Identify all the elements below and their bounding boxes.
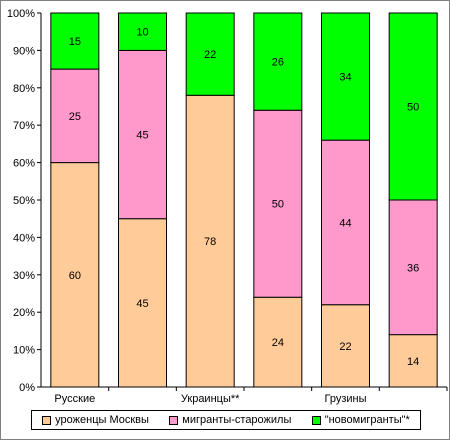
y-tick-label: 70% <box>13 120 35 132</box>
data-label: 78 <box>204 236 216 248</box>
legend-item: уроженцы Москвы <box>42 414 149 426</box>
y-tick-label: 20% <box>13 307 35 319</box>
x-tick-label: Грузины <box>324 393 366 405</box>
y-tick-label: 10% <box>13 345 35 357</box>
data-label: 50 <box>407 102 419 114</box>
y-tick-label: 80% <box>13 83 35 95</box>
data-label: 34 <box>339 72 351 84</box>
data-label: 26 <box>272 57 284 69</box>
bar-segment <box>253 296 303 388</box>
data-label: 10 <box>136 27 148 39</box>
data-label: 24 <box>272 337 284 349</box>
y-tick-label: 50% <box>13 195 35 207</box>
bar-segment <box>50 162 100 388</box>
bar-segment <box>253 109 303 298</box>
legend-swatch <box>311 415 321 425</box>
data-label: 14 <box>407 356 419 368</box>
y-tick-label: 0% <box>19 382 35 394</box>
legend-item: "новомигранты"* <box>311 414 410 426</box>
data-label: 25 <box>69 111 81 123</box>
legend: уроженцы Москвы мигранты-старожилы "новоми… <box>31 410 421 430</box>
data-label: 22 <box>339 341 351 353</box>
data-label: 50 <box>272 199 284 211</box>
legend-label: "новомигранты"* <box>324 414 410 426</box>
bar-segment <box>321 139 370 306</box>
bar-segment <box>50 68 100 164</box>
bar-segment <box>50 12 100 70</box>
data-label: 22 <box>204 49 216 61</box>
bar-segment <box>118 12 167 51</box>
data-label: 60 <box>69 270 81 282</box>
bar-segment <box>321 304 370 388</box>
data-label: 45 <box>136 130 148 142</box>
bar-segment <box>388 334 438 388</box>
bar-segment <box>118 49 167 220</box>
x-tick-label: Украинцы** <box>181 393 240 405</box>
y-tick-label: 30% <box>13 270 35 282</box>
data-label: 36 <box>407 262 419 274</box>
legend-label: мигранты-старожилы <box>182 414 292 426</box>
bar-segment <box>185 12 235 96</box>
legend-swatch <box>42 415 52 425</box>
legend-label: уроженцы Москвы <box>55 414 149 426</box>
y-tick-label: 90% <box>13 45 35 57</box>
legend-swatch <box>169 415 179 425</box>
bar-segment <box>388 199 438 336</box>
y-tick-label: 100% <box>7 8 35 20</box>
bar-segment <box>253 12 303 111</box>
x-tick-label: Русские <box>54 393 95 405</box>
data-label: 15 <box>69 36 81 48</box>
bar-segment <box>321 12 370 141</box>
y-tick-label: 40% <box>13 232 35 244</box>
legend-item: мигранты-старожилы <box>169 414 291 426</box>
bar-segment <box>388 12 438 201</box>
data-label: 44 <box>339 217 351 229</box>
stacked-bar-chart: 0% 10% 20% 30% 40% 50% 60% 70% 80% 90% 100% 60 25 15 Р… <box>7 8 448 405</box>
data-label: 45 <box>136 298 148 310</box>
y-tick-label: 60% <box>13 158 35 170</box>
bar-segment <box>118 218 167 388</box>
